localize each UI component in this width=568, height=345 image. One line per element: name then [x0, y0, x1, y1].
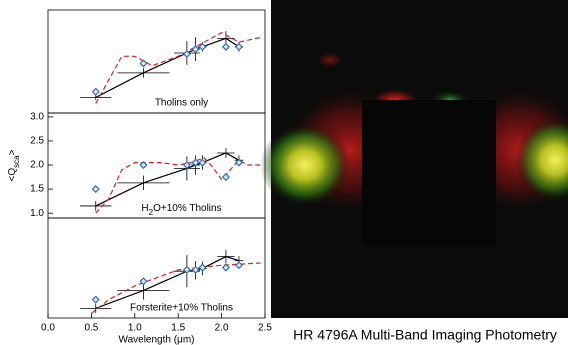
y-tick-label: 2.0	[30, 160, 44, 171]
diamond-marker	[182, 160, 191, 170]
x-tick-label: 2.0	[215, 323, 229, 334]
x-axis-label: Wavelength (μm)	[119, 335, 195, 345]
diamond-marker	[198, 158, 207, 167]
model-curve	[95, 31, 261, 104]
y-tick-label: 1.0	[30, 208, 44, 219]
x-tick-label: 2.5	[258, 323, 272, 334]
panel-frame	[47, 217, 266, 319]
y-tick-label: 1.5	[30, 184, 44, 195]
data-line	[95, 255, 240, 309]
panel-label: H2O+10% Tholins	[141, 203, 221, 217]
diamond-marker	[139, 277, 148, 286]
diamond-marker	[191, 158, 200, 167]
diamond-marker	[139, 59, 148, 68]
x-tick-label: 1.5	[171, 323, 185, 334]
subscript: 2	[149, 208, 154, 217]
diamond-marker	[91, 295, 100, 304]
x-tick-label: 1.0	[128, 323, 142, 334]
text-part: H	[141, 203, 148, 214]
diamond-marker	[91, 185, 100, 194]
diamond-marker	[139, 160, 148, 170]
diamond-marker	[221, 173, 230, 182]
diamond-marker	[191, 45, 200, 54]
diamond-marker	[198, 263, 207, 272]
panel-label: Forsterite+10% Tholins	[130, 303, 233, 314]
text-part: >	[7, 149, 18, 155]
diamond-marker	[234, 261, 244, 270]
diamond-marker	[234, 42, 244, 51]
diamond-marker	[182, 49, 191, 58]
y-tick-label: 3.0	[30, 111, 44, 122]
image-caption: HR 4796A Multi-Band Imaging Photometry	[293, 327, 557, 343]
diamond-marker	[198, 42, 207, 51]
astronomical-image	[260, 0, 568, 318]
text-part: <Q	[7, 168, 18, 182]
x-tick-label: 0.0	[41, 323, 55, 334]
diamond-marker	[221, 263, 230, 272]
diamond-marker	[191, 265, 200, 274]
diamond-marker	[182, 265, 191, 274]
diamond-marker	[234, 158, 244, 167]
y-axis-label: <Qsca>	[7, 149, 21, 181]
text-part: O+10% Tholins	[153, 203, 221, 214]
diamond-marker	[221, 42, 230, 51]
subscript: sca	[12, 155, 21, 168]
diamond-marker	[91, 87, 100, 96]
model-curve	[91, 262, 261, 314]
x-tick-label: 0.5	[84, 323, 98, 334]
y-tick-label: 2.5	[30, 136, 44, 147]
data-line	[95, 37, 240, 98]
panel-label: Tholins only	[155, 98, 208, 109]
